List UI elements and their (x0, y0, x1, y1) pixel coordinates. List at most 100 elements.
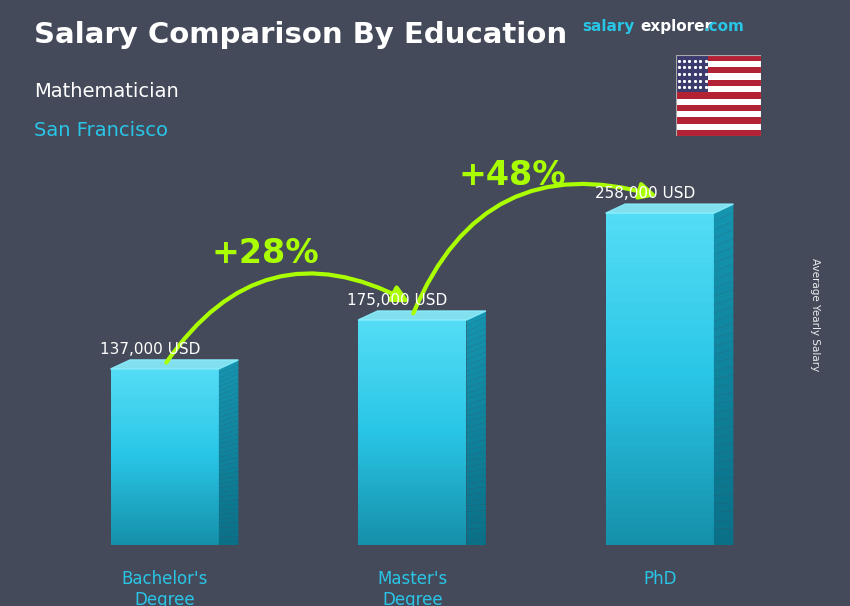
Bar (358, 339, 467, 342)
Polygon shape (714, 238, 734, 255)
Bar (110, 396, 218, 398)
Bar (605, 501, 714, 507)
Polygon shape (218, 508, 238, 514)
Polygon shape (714, 341, 734, 355)
Polygon shape (218, 490, 238, 497)
Polygon shape (714, 520, 734, 529)
Polygon shape (218, 522, 238, 528)
Polygon shape (218, 416, 238, 426)
Polygon shape (218, 369, 238, 382)
Polygon shape (218, 406, 238, 418)
Bar (605, 374, 714, 379)
Bar (358, 342, 467, 347)
Polygon shape (467, 458, 486, 467)
Bar (605, 479, 714, 484)
Polygon shape (218, 541, 238, 545)
Polygon shape (714, 435, 734, 446)
Polygon shape (467, 323, 486, 337)
Bar (676, 86, 761, 92)
Bar (605, 413, 714, 418)
Bar (605, 258, 714, 263)
Bar (605, 213, 714, 219)
Polygon shape (110, 360, 238, 369)
Polygon shape (218, 388, 238, 400)
Polygon shape (714, 511, 734, 521)
Bar (358, 444, 467, 448)
Bar (110, 516, 218, 519)
Polygon shape (218, 439, 238, 448)
Polygon shape (714, 204, 734, 221)
Bar (110, 369, 218, 372)
Bar (358, 459, 467, 463)
Bar (358, 433, 467, 436)
Polygon shape (714, 230, 734, 247)
Bar (605, 446, 714, 451)
Polygon shape (467, 434, 486, 444)
Bar (676, 80, 761, 86)
Bar (110, 510, 218, 513)
Bar (110, 460, 218, 463)
Bar (605, 241, 714, 247)
Polygon shape (467, 393, 486, 405)
Polygon shape (467, 487, 486, 494)
Bar (358, 429, 467, 433)
Polygon shape (467, 493, 486, 501)
Bar (358, 501, 467, 504)
Polygon shape (467, 328, 486, 342)
Bar (110, 393, 218, 396)
Polygon shape (218, 527, 238, 532)
Text: PhD: PhD (643, 570, 677, 588)
Bar (358, 331, 467, 335)
Polygon shape (467, 534, 486, 540)
Bar (110, 372, 218, 375)
Polygon shape (218, 379, 238, 391)
Polygon shape (467, 317, 486, 331)
Polygon shape (714, 255, 734, 271)
Bar (358, 504, 467, 508)
Bar (605, 330, 714, 335)
Bar (676, 61, 761, 67)
Bar (605, 429, 714, 435)
Bar (110, 451, 218, 454)
Bar (358, 440, 467, 444)
Bar (358, 515, 467, 519)
Bar (605, 496, 714, 501)
Polygon shape (714, 460, 734, 471)
Polygon shape (714, 443, 734, 454)
Polygon shape (605, 204, 734, 213)
Polygon shape (467, 416, 486, 427)
Polygon shape (218, 531, 238, 536)
Bar (605, 324, 714, 330)
Polygon shape (467, 539, 486, 545)
Bar (358, 511, 467, 515)
Text: salary: salary (582, 19, 635, 35)
Bar (110, 387, 218, 390)
Bar (110, 381, 218, 384)
Text: Bachelor's
Degree: Bachelor's Degree (122, 570, 208, 606)
Polygon shape (714, 366, 734, 379)
Bar (358, 354, 467, 358)
Bar (358, 320, 467, 324)
Polygon shape (714, 528, 734, 537)
Bar (605, 368, 714, 374)
Bar (358, 376, 467, 380)
Bar (605, 291, 714, 296)
Polygon shape (218, 485, 238, 493)
Polygon shape (714, 503, 734, 512)
Bar (110, 504, 218, 507)
Bar (358, 542, 467, 545)
Bar (676, 67, 761, 73)
Bar (605, 351, 714, 357)
Bar (358, 448, 467, 451)
Bar (358, 388, 467, 391)
Text: +48%: +48% (459, 159, 567, 193)
Bar (358, 418, 467, 421)
Text: 175,000 USD: 175,000 USD (348, 293, 448, 308)
Polygon shape (714, 281, 734, 296)
Bar (110, 425, 218, 428)
Bar (605, 335, 714, 341)
Bar (605, 385, 714, 390)
Bar (358, 482, 467, 485)
Bar (358, 361, 467, 365)
Polygon shape (467, 475, 486, 484)
